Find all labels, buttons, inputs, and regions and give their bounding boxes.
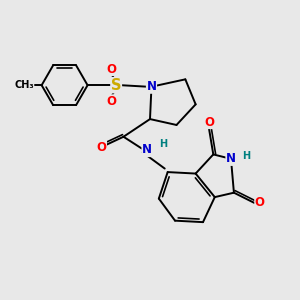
Text: O: O xyxy=(255,196,265,209)
Text: H: H xyxy=(242,151,250,161)
Text: S: S xyxy=(111,78,122,93)
Text: N: N xyxy=(142,143,152,157)
Text: N: N xyxy=(146,80,157,93)
Text: O: O xyxy=(107,95,117,108)
Text: O: O xyxy=(96,141,106,154)
Text: CH₃: CH₃ xyxy=(14,80,34,90)
Text: O: O xyxy=(204,116,214,128)
Text: H: H xyxy=(159,139,167,149)
Text: O: O xyxy=(107,62,117,76)
Text: N: N xyxy=(226,152,236,165)
